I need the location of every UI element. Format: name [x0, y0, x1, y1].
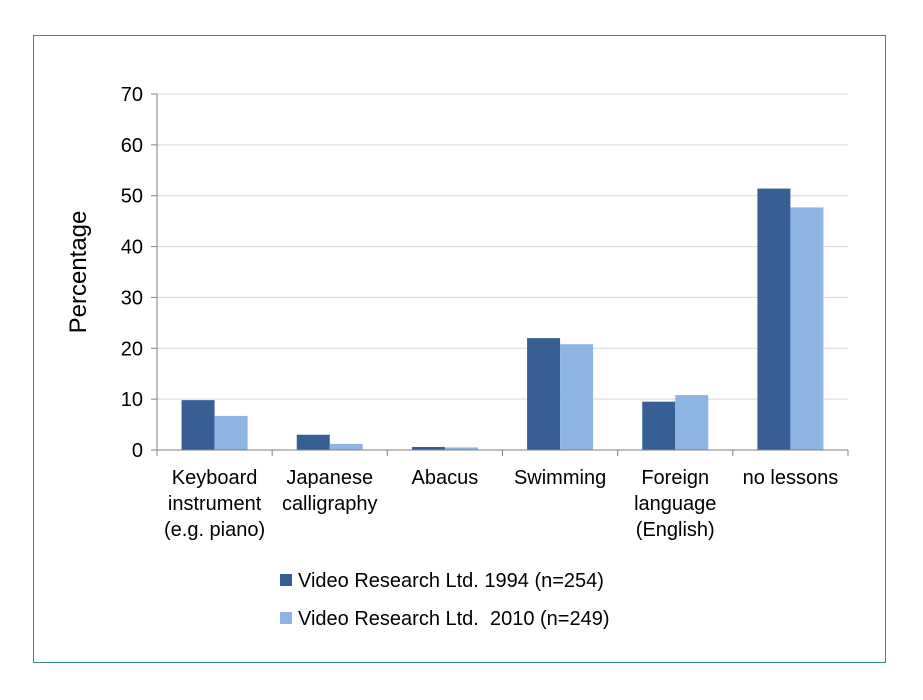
- bar-2010: [675, 395, 709, 450]
- x-category-label: Japanese calligraphy: [282, 467, 378, 515]
- bar-1994: [296, 434, 330, 450]
- chart-frame: [33, 35, 886, 663]
- x-category-label: Foreign language (English): [634, 467, 716, 541]
- y-tick-label: 30: [121, 287, 143, 309]
- legend-label: Video Research Ltd. 2010 (n=249): [298, 608, 610, 630]
- bar-2010: [329, 443, 363, 450]
- y-tick-label: 0: [132, 440, 143, 462]
- bar-2010: [444, 447, 478, 450]
- bar-2010: [560, 344, 594, 450]
- y-tick-label: 60: [121, 135, 143, 157]
- legend-swatch: [280, 612, 292, 624]
- x-category-label: Abacus: [412, 467, 479, 489]
- bar-1994: [642, 401, 676, 450]
- y-tick-label: 10: [121, 389, 143, 411]
- bar-1994: [757, 188, 791, 450]
- bars: [181, 188, 824, 450]
- bar-2010: [790, 207, 824, 450]
- legend-swatch: [280, 574, 292, 586]
- bar-2010: [214, 415, 248, 450]
- axes: [151, 93, 849, 456]
- y-tick-label: 70: [121, 84, 143, 106]
- y-tick-label: 40: [121, 237, 143, 259]
- x-category-labels: Keyboard instrument (e.g. piano) Japanese ca…: [164, 467, 838, 541]
- bar-1994: [527, 338, 561, 450]
- y-tick-label: 50: [121, 186, 143, 208]
- legend-label: Video Research Ltd. 1994 (n=254): [298, 570, 604, 592]
- bar-1994: [411, 446, 445, 450]
- y-tick-labels: 0 10 20 30 40 50 60 70: [121, 84, 143, 462]
- x-category-label: Swimming: [514, 467, 606, 489]
- bar-1994: [181, 400, 215, 450]
- legend: Video Research Ltd. 1994 (n=254) Video Re…: [280, 570, 610, 630]
- x-category-label: Keyboard instrument (e.g. piano): [164, 467, 265, 541]
- y-tick-label: 20: [121, 338, 143, 360]
- y-axis-title: Percentage: [65, 211, 92, 334]
- gridlines: [157, 93, 848, 400]
- x-category-label: no lessons: [743, 467, 839, 489]
